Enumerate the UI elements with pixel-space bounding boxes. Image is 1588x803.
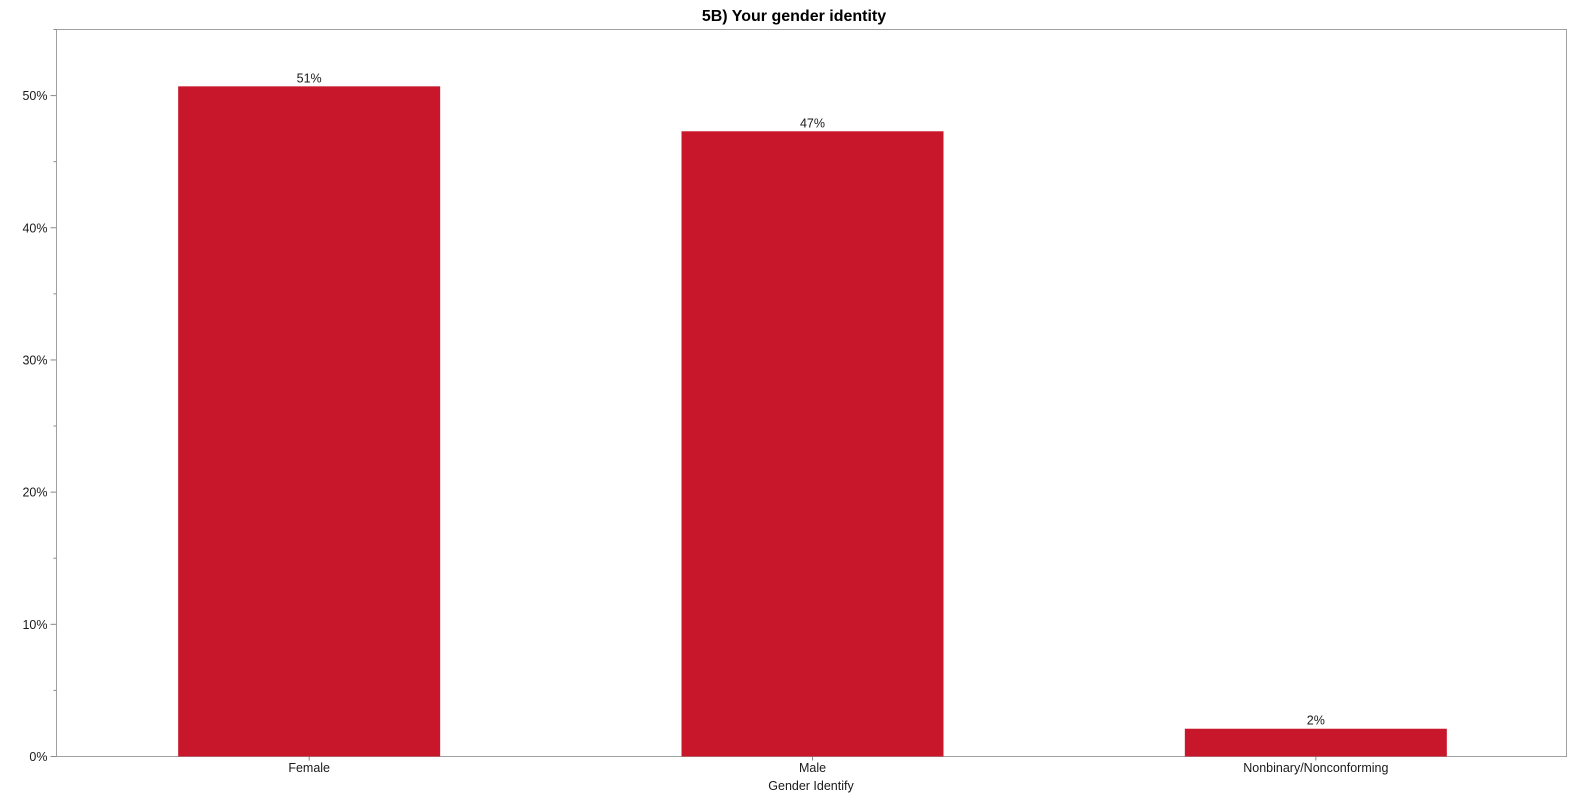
bar-nonbinary-nonconforming [1184, 728, 1447, 757]
x-axis: Female Male Nonbinary/Nonconforming [288, 756, 1388, 775]
x-tick-label: Female [288, 761, 330, 775]
bar-data-label: 51% [297, 71, 322, 85]
y-tick-label: 40% [22, 221, 47, 235]
x-axis-title: Gender Identify [768, 779, 854, 793]
x-tick-label: Nonbinary/Nonconforming [1243, 761, 1388, 775]
y-tick-label: 50% [22, 89, 47, 103]
chart-title: 5B) Your gender identity [702, 8, 886, 25]
y-tick-label: 10% [22, 618, 47, 632]
bar-female [178, 86, 441, 757]
bar-data-label: 2% [1307, 714, 1325, 728]
bar-male [681, 131, 944, 757]
y-tick-label: 0% [29, 750, 47, 764]
bar-data-label: 47% [800, 116, 825, 130]
bars-group: 51% 47% 2% [178, 71, 1447, 757]
y-axis: 0% 10% 20% 30% 40% 50% [22, 29, 57, 764]
x-tick-label: Male [799, 761, 826, 775]
y-tick-label: 20% [22, 486, 47, 500]
y-tick-label: 30% [22, 353, 47, 367]
